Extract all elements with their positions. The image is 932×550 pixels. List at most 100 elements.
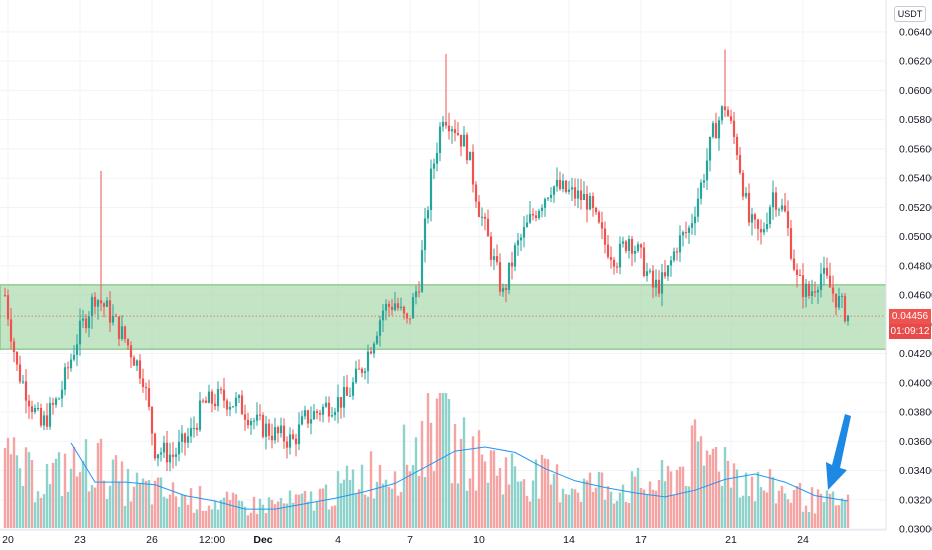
volume-bar [417,475,421,528]
volume-bar [525,495,529,528]
candle-body [186,436,190,443]
volume-bar [282,503,286,528]
volume-bar [693,419,697,528]
volume-bar [81,460,85,528]
volume-bar [114,455,118,528]
volume-bar [24,447,28,528]
volume-bar [204,510,208,528]
volume-bar [231,492,235,528]
volume-bar [783,493,787,528]
volume-bar [528,501,532,528]
volume-bar [267,497,271,528]
volume-bar [552,473,556,528]
candle-body [789,228,793,259]
candle-body [702,180,706,183]
volume-bar [675,469,679,528]
price-axis-tick: 0.06400 [899,26,932,38]
volume-bar [507,484,511,528]
candle-body [183,433,187,443]
volume-bar [798,482,802,528]
candle-body [507,262,511,290]
candle-body [468,151,472,161]
candle-body [330,415,334,417]
candle-body [549,194,553,198]
candle-body [615,266,619,268]
candle-body [582,194,586,201]
candle-body [351,382,355,396]
candle-body [687,227,691,233]
candle-body [294,438,298,445]
volume-bar [504,457,508,528]
volume-bar [432,471,436,528]
volume-bar [249,512,253,528]
currency-badge[interactable]: USDT [894,6,926,22]
volume-bar [234,494,238,528]
volume-bar [366,496,370,528]
volume-bar [498,467,502,528]
volume-bar [255,514,259,528]
candle-body [276,427,280,434]
volume-bar [702,465,706,528]
volume-bar [105,499,109,528]
volume-bar [297,494,301,528]
candle-body [90,296,94,317]
time-axis-tick: 10 [473,534,485,546]
volume-bar [540,454,544,528]
candle-body [45,415,49,427]
candle-body [750,214,754,223]
candle-body [153,433,157,459]
candle-body [828,275,832,288]
volume-bar [660,460,664,528]
candle-body [588,196,592,210]
candle-body [669,260,673,266]
candle-body [69,359,73,369]
candle-body [822,267,826,274]
volume-bar [18,468,22,528]
volume-bar [627,502,631,528]
volume-bar [519,481,523,528]
candle-body [159,452,163,455]
volume-bar [648,481,652,528]
volume-bar [153,480,157,528]
volume-bar [585,480,589,528]
candle-body [597,212,601,223]
candle-body [102,303,106,307]
candle-body [585,194,589,210]
volume-bar [375,481,379,528]
volume-bar [225,491,229,528]
candle-body [501,288,505,292]
candle-body [225,400,229,410]
candle-body [306,410,310,424]
candle-body [840,295,844,297]
volume-bar [720,485,724,528]
volume-bar [111,459,115,528]
candle-body [87,316,91,329]
candle-body [132,357,136,366]
time-axis-tick: 4 [335,534,341,546]
volume-bar [243,506,247,528]
candle-body [714,123,718,139]
volume-bar [825,490,829,528]
candle-body [681,232,685,236]
candle-body [747,192,751,223]
candle-body [804,283,808,298]
candle-body [672,251,676,261]
volume-bar [567,494,571,528]
volume-bar [834,505,838,528]
candle-body [795,269,799,275]
volume-bar [579,501,583,528]
candle-body [447,125,451,132]
candle-body [171,454,175,457]
volume-bar [537,498,541,528]
volume-bar [489,450,493,528]
candle-body [222,389,226,401]
candle-body [756,219,760,229]
candle-body [768,207,772,225]
volume-bar [84,439,88,528]
volume-bar [411,465,415,528]
volume-bar [93,487,97,528]
candle-body [66,367,70,369]
candle-body [696,198,700,217]
